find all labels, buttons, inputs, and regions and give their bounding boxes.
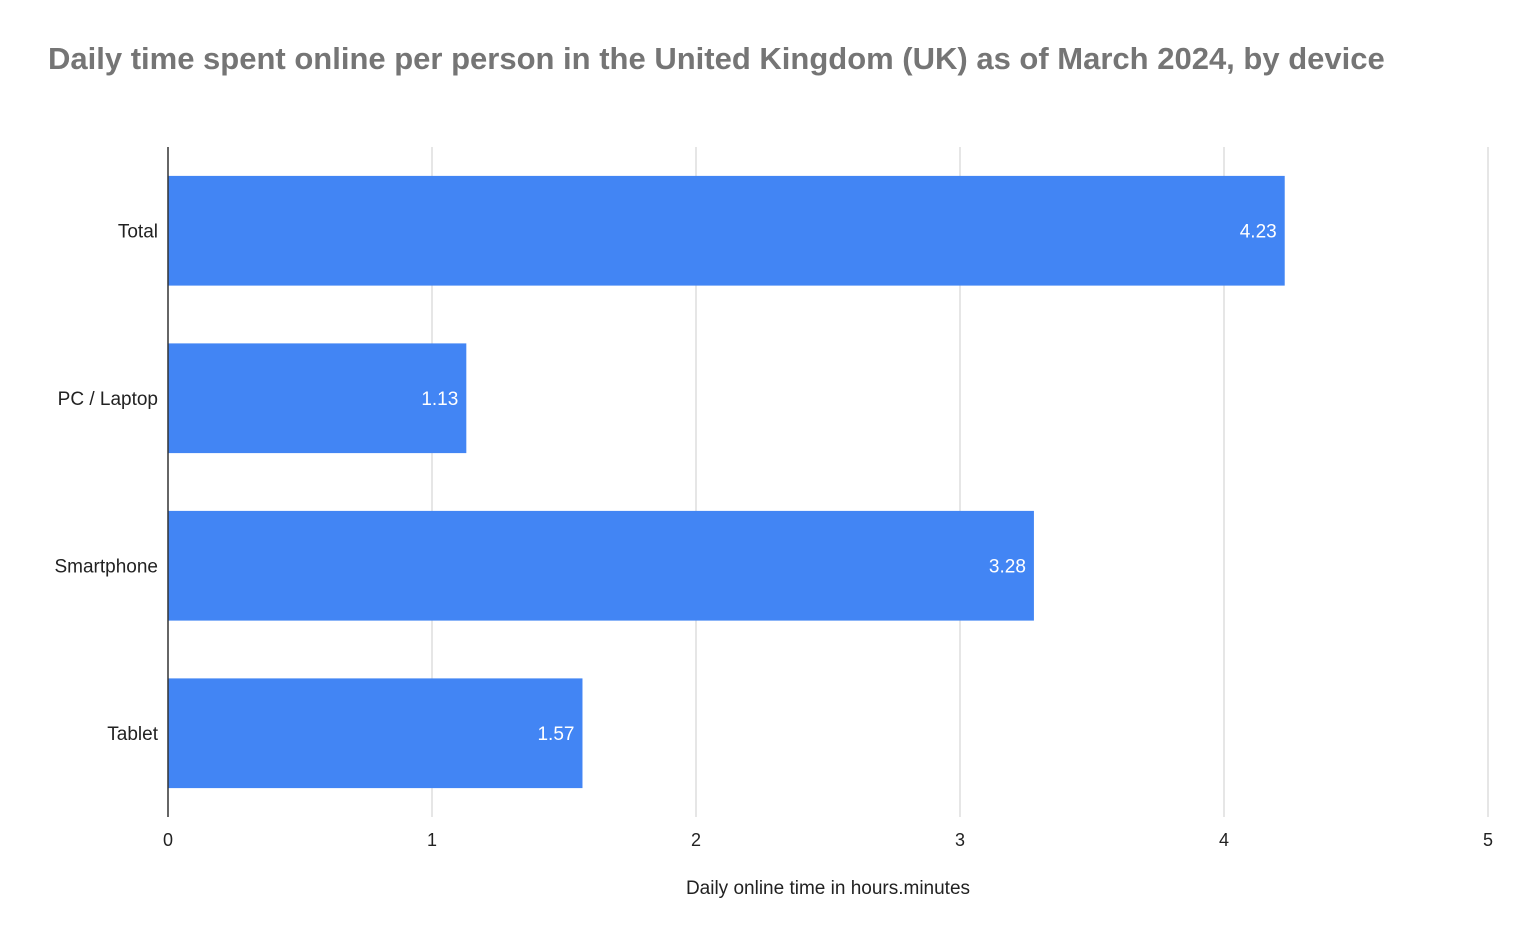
x-tick-label: 2 bbox=[691, 830, 701, 850]
data-label: 1.13 bbox=[421, 389, 458, 410]
x-tick-label: 3 bbox=[955, 830, 965, 850]
data-label: 3.28 bbox=[989, 556, 1026, 577]
x-tick-label: 0 bbox=[163, 830, 173, 850]
data-label: 1.57 bbox=[537, 724, 574, 745]
bar bbox=[168, 510, 1034, 621]
x-tick-label: 4 bbox=[1219, 830, 1229, 850]
bars bbox=[168, 175, 1285, 789]
bar bbox=[168, 678, 583, 789]
x-tick-label: 5 bbox=[1483, 830, 1493, 850]
labels: 0 1 2 3 4 5 Total 4.23 PC / Laptop 1.13 Smartphone… bbox=[54, 221, 1493, 850]
x-axis-title: Daily online time in hours.minutes bbox=[685, 878, 971, 899]
category-label: Smartphone bbox=[54, 556, 158, 577]
x-tick-label: 1 bbox=[427, 830, 437, 850]
category-label: PC / Laptop bbox=[58, 389, 158, 410]
category-label: Tablet bbox=[107, 724, 158, 745]
category-label: Total bbox=[118, 221, 158, 242]
chart-title: Daily time spent online per person in th… bbox=[48, 41, 1385, 76]
bar bbox=[168, 343, 467, 454]
bar bbox=[168, 175, 1285, 286]
data-label: 4.23 bbox=[1240, 221, 1277, 242]
